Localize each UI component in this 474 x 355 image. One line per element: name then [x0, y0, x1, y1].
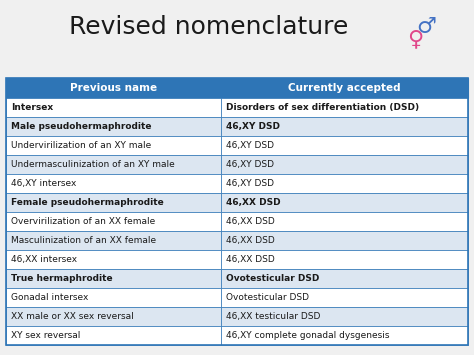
Bar	[6, 250, 221, 269]
Text: Ovotesticular DSD: Ovotesticular DSD	[226, 274, 319, 283]
Text: Previous name: Previous name	[70, 83, 157, 93]
Bar	[6, 78, 221, 98]
Bar	[221, 307, 468, 326]
Text: Masculinization of an XX female: Masculinization of an XX female	[11, 236, 156, 245]
Text: 46,XY intersex: 46,XY intersex	[11, 179, 76, 188]
Bar	[6, 78, 468, 345]
Text: 46,XX testicular DSD: 46,XX testicular DSD	[226, 312, 320, 321]
Text: 46,XY DSD: 46,XY DSD	[226, 141, 274, 150]
Text: 46,XX DSD: 46,XX DSD	[226, 198, 281, 207]
Text: ♂: ♂	[417, 17, 437, 37]
Bar	[6, 136, 221, 155]
Text: Undermasculinization of an XY male: Undermasculinization of an XY male	[11, 160, 175, 169]
Bar	[221, 212, 468, 231]
Text: Currently accepted: Currently accepted	[288, 83, 401, 93]
Bar	[221, 326, 468, 345]
Bar	[221, 98, 468, 117]
Text: 46,XY DSD: 46,XY DSD	[226, 179, 274, 188]
Bar	[6, 288, 221, 307]
Text: ♀: ♀	[407, 29, 423, 49]
Text: Revised nomenclature: Revised nomenclature	[69, 15, 348, 39]
Bar	[221, 136, 468, 155]
Bar	[6, 326, 221, 345]
Text: 46,XY DSD: 46,XY DSD	[226, 122, 280, 131]
Bar	[6, 174, 221, 193]
Text: 46,XY complete gonadal dysgenesis: 46,XY complete gonadal dysgenesis	[226, 331, 389, 340]
Text: Gonadal intersex: Gonadal intersex	[11, 293, 88, 302]
Text: Undervirilization of an XY male: Undervirilization of an XY male	[11, 141, 151, 150]
Text: XY sex reversal: XY sex reversal	[11, 331, 81, 340]
Bar	[221, 174, 468, 193]
Text: 46,XX DSD: 46,XX DSD	[226, 236, 274, 245]
Text: Ovotesticular DSD: Ovotesticular DSD	[226, 293, 309, 302]
Bar	[6, 212, 221, 231]
Text: 46,XX DSD: 46,XX DSD	[226, 217, 274, 226]
Text: Disorders of sex differentiation (DSD): Disorders of sex differentiation (DSD)	[226, 103, 419, 112]
Text: XX male or XX sex reversal: XX male or XX sex reversal	[11, 312, 134, 321]
Bar	[221, 78, 468, 98]
Bar	[6, 269, 221, 288]
Text: 46,XX DSD: 46,XX DSD	[226, 255, 274, 264]
Text: Overvirilization of an XX female: Overvirilization of an XX female	[11, 217, 155, 226]
Bar	[6, 155, 221, 174]
Text: 46,XY DSD: 46,XY DSD	[226, 160, 274, 169]
Bar	[6, 117, 221, 136]
Bar	[6, 193, 221, 212]
Text: 46,XX intersex: 46,XX intersex	[11, 255, 77, 264]
Bar	[221, 269, 468, 288]
Bar	[6, 307, 221, 326]
Bar	[221, 117, 468, 136]
Text: Female pseudohermaphrodite: Female pseudohermaphrodite	[11, 198, 164, 207]
Bar	[221, 250, 468, 269]
Text: True hermaphrodite: True hermaphrodite	[11, 274, 113, 283]
Text: Male pseudohermaphrodite: Male pseudohermaphrodite	[11, 122, 152, 131]
Bar	[221, 193, 468, 212]
Bar	[6, 231, 221, 250]
Bar	[6, 98, 221, 117]
Bar	[221, 288, 468, 307]
Bar	[221, 231, 468, 250]
Text: Intersex: Intersex	[11, 103, 53, 112]
Bar	[221, 155, 468, 174]
